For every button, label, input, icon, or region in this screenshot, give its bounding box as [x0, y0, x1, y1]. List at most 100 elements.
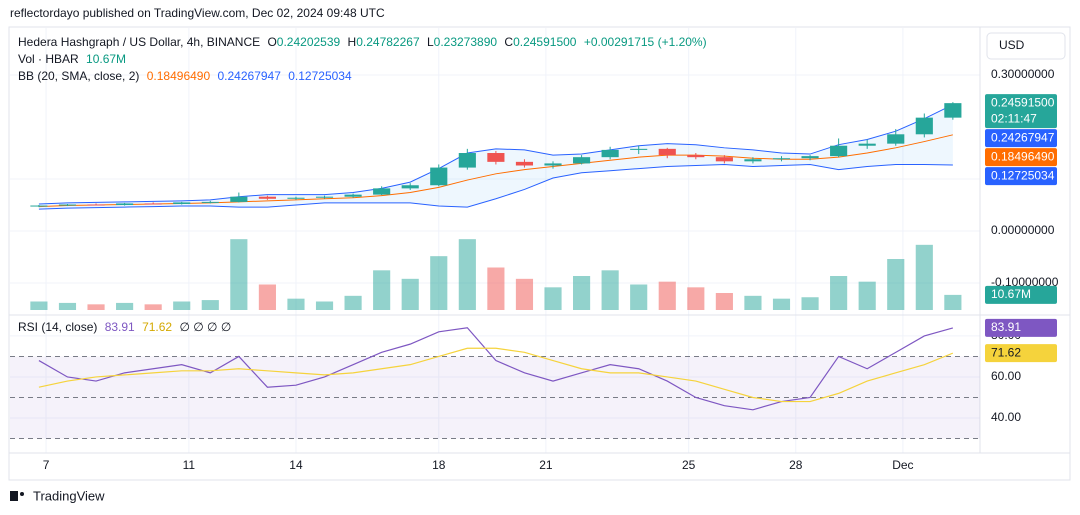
candle-body — [173, 202, 191, 204]
volume-bar — [458, 239, 476, 310]
x-tick-label: 7 — [43, 458, 50, 472]
change: +0.00291715 (+1.20%) — [583, 35, 707, 49]
candle-body — [230, 196, 248, 202]
x-tick-label: Dec — [892, 458, 913, 472]
candle-body — [915, 117, 933, 135]
bb-legend: BB (20, SMA, close, 2) 0.18496490 0.2426… — [18, 69, 356, 83]
volume-bar — [601, 270, 619, 310]
logo-mark — [10, 491, 18, 501]
candle-body — [258, 196, 276, 199]
volume-bar — [315, 301, 334, 310]
ohlc-value: 0.24591500 — [513, 35, 577, 49]
candle-body — [744, 159, 762, 162]
ohlc-key: C — [504, 35, 514, 49]
rsi-value: 83.91 — [104, 320, 135, 334]
candle-body — [315, 196, 334, 198]
price-badge — [985, 94, 1057, 129]
price-badge — [985, 148, 1057, 167]
x-tick-label: 21 — [539, 458, 553, 472]
candle-body — [401, 185, 419, 189]
volume-bar — [944, 294, 962, 310]
currency-button[interactable] — [986, 32, 1066, 60]
ohlc-key: L — [426, 35, 434, 49]
price-badge-label: 10.67M — [991, 287, 1031, 301]
y-tick-label: 40.00 — [991, 410, 1021, 424]
price-badge-label: 02:11:47 — [991, 111, 1037, 125]
candle-body — [287, 197, 305, 199]
volume-bar — [58, 302, 77, 310]
x-tick-label: 28 — [789, 458, 803, 472]
volume-value: 10.67M — [86, 52, 127, 66]
candle-body — [116, 203, 134, 206]
rsi-line — [38, 347, 954, 403]
x-tick-label: 11 — [183, 458, 196, 472]
x-tick-label: 14 — [289, 458, 303, 472]
candle-body — [544, 163, 562, 166]
band-line — [38, 134, 953, 208]
candle-body — [630, 148, 648, 150]
band-line — [38, 104, 954, 205]
volume-bar — [373, 270, 391, 310]
y-tick-label: 0.00000000 — [991, 223, 1055, 237]
volume-bar — [116, 302, 134, 310]
volume-bar — [658, 281, 676, 310]
rsi-legend: RSI (14, close) 83.91 71.62 ∅ ∅ ∅ ∅ — [18, 320, 235, 334]
rsi-line — [38, 327, 954, 411]
volume-bar — [230, 239, 248, 310]
volume-bar — [344, 295, 362, 310]
bb-value: 0.24267947 — [217, 69, 281, 83]
volume-bar — [573, 276, 591, 310]
candle-body — [887, 134, 905, 144]
candle-body — [344, 194, 362, 197]
rsi-label: RSI (14, close) — [18, 320, 98, 334]
price-badge-label: 0.24267947 — [991, 130, 1055, 144]
volume-bar — [430, 256, 448, 310]
candle-body — [58, 204, 77, 206]
volume-bar — [487, 267, 505, 310]
ohlc-key: O — [267, 35, 277, 49]
logo-dot — [20, 492, 24, 496]
price-badge — [985, 318, 1057, 337]
rsi-band — [10, 356, 980, 439]
candle-body — [687, 155, 705, 158]
y-tick-label: 60.00 — [991, 369, 1021, 383]
bb-value: 0.18496490 — [146, 69, 211, 83]
candle-body — [858, 143, 876, 146]
rsi-extra: ∅ ∅ ∅ ∅ — [179, 320, 232, 334]
candle-body — [573, 157, 591, 164]
ohlc-value: 0.24782267 — [356, 35, 420, 49]
candle-body — [144, 203, 162, 205]
volume-bar — [887, 259, 905, 310]
candle-body — [830, 145, 848, 157]
rsi-ma-value: 71.62 — [142, 320, 173, 334]
price-badge — [985, 344, 1057, 363]
ohlc-key: H — [347, 35, 357, 49]
candle-body — [944, 103, 962, 118]
candle-body — [601, 149, 619, 158]
y-tick-label: -0.10000000 — [991, 275, 1059, 289]
bb-label: BB (20, SMA, close, 2) — [18, 69, 140, 83]
volume-bar — [173, 301, 191, 310]
volume-bar — [87, 304, 105, 310]
candle-body — [487, 153, 505, 162]
candle-body — [772, 158, 791, 160]
candle-body — [373, 188, 391, 195]
volume-bar — [401, 278, 419, 310]
candle-body — [658, 148, 676, 156]
candle-body — [201, 201, 219, 203]
band-line — [38, 163, 953, 210]
candle-body — [801, 156, 819, 159]
price-badge-label: 0.12725034 — [991, 168, 1055, 182]
volume-bar — [144, 304, 162, 310]
currency[interactable]: USD — [999, 38, 1025, 52]
candle-body — [30, 205, 48, 207]
bb-value: 0.12725034 — [288, 69, 352, 83]
volume-bar — [858, 281, 876, 310]
volume-bar — [715, 293, 733, 310]
volume-bar — [801, 297, 819, 310]
volume-bar — [687, 287, 705, 310]
price-badge — [985, 167, 1057, 186]
candle-body — [458, 153, 476, 168]
volume-bar — [744, 295, 762, 310]
